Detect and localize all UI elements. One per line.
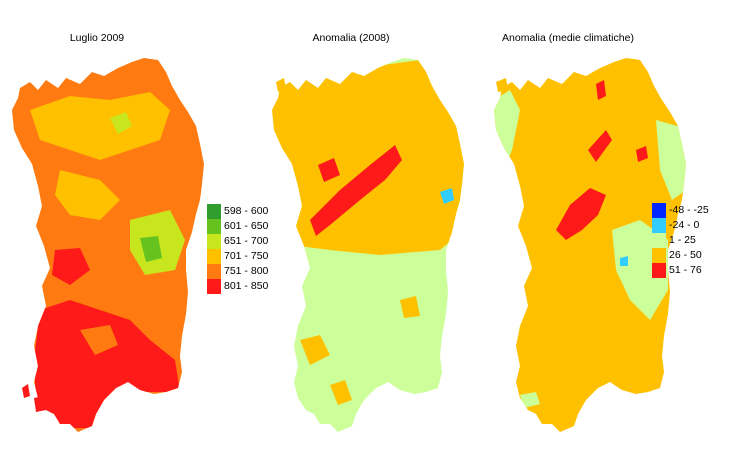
legend-label: 651 - 700 xyxy=(224,235,269,247)
legend-swatch xyxy=(207,204,221,219)
legend-item: 601 - 650 xyxy=(207,219,287,234)
legend-label: -24 - 0 xyxy=(669,219,700,231)
legend-label: 801 - 850 xyxy=(224,280,269,292)
legend-swatch xyxy=(652,233,666,248)
legend-label: 598 - 600 xyxy=(224,205,269,217)
map-anomalia-2008 xyxy=(272,58,464,432)
legend-swatch xyxy=(207,264,221,279)
legend-item: 651 - 700 xyxy=(207,234,287,249)
legend-label: 601 - 650 xyxy=(224,220,269,232)
legend-item: 26 - 50 xyxy=(652,248,730,263)
legend-label: 51 - 76 xyxy=(669,264,702,276)
legend-swatch xyxy=(207,279,221,294)
legend-swatch xyxy=(652,218,666,233)
legend-item: 598 - 600 xyxy=(207,204,287,219)
legend-item: 701 - 750 xyxy=(207,249,287,264)
legend-item: 1 - 25 xyxy=(652,233,730,248)
map-luglio-2009 xyxy=(12,58,204,432)
legend-swatch xyxy=(207,234,221,249)
legend-swatch xyxy=(652,203,666,218)
legend-swatch xyxy=(207,249,221,264)
legend-item: 51 - 76 xyxy=(652,263,730,278)
legend-swatch xyxy=(652,263,666,278)
legend-item: -24 - 0 xyxy=(652,218,730,233)
legend-item: -48 - -25 xyxy=(652,203,730,218)
legend-item: 801 - 850 xyxy=(207,279,287,294)
legend-label: 1 - 25 xyxy=(669,234,696,246)
legend-item: 751 - 800 xyxy=(207,264,287,279)
map-title-luglio-2009: Luglio 2009 xyxy=(69,32,125,44)
legend-swatch xyxy=(652,248,666,263)
legend-label: 26 - 50 xyxy=(669,249,702,261)
legend-label: -48 - -25 xyxy=(669,204,709,216)
legend-label: 701 - 750 xyxy=(224,250,269,262)
legend-label: 751 - 800 xyxy=(224,265,269,277)
map-title-anomalia-medie: Anomalia (medie climatiche) xyxy=(502,32,634,44)
map-title-anomalia-2008: Anomalia (2008) xyxy=(312,32,390,44)
legend-swatch xyxy=(207,219,221,234)
